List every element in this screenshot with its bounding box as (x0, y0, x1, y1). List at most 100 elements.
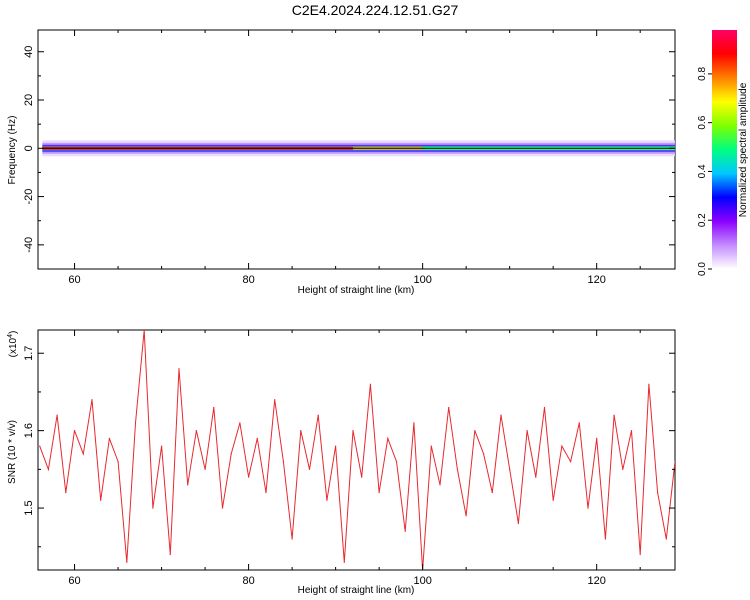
y-tick-label: -20 (23, 189, 35, 205)
snr-point (274, 399, 276, 401)
snr-scale-label: (x104) (7, 331, 19, 358)
snr-point (256, 437, 258, 439)
snr-point (482, 453, 485, 455)
snr-point (308, 468, 311, 470)
snr-xlabel: Height of straight line (km) (298, 585, 415, 596)
snr-point (456, 468, 459, 470)
x-tick-label: 60 (68, 575, 80, 587)
snr-point (143, 330, 145, 331)
snr-point (187, 484, 189, 486)
snr-point (578, 422, 580, 424)
snr-scale-exp: 4 (7, 334, 14, 338)
x-tick-label: 60 (68, 274, 80, 286)
snr-point (134, 422, 137, 424)
y-tick-label: 1.7 (23, 346, 35, 361)
y-tick-label: 1.5 (23, 500, 35, 515)
colorbar-tick-label: 0.6 (697, 115, 708, 129)
y-tick-label: 0 (23, 145, 35, 151)
snr-point (552, 499, 554, 501)
chart-title: C2E4.2024.224.12.51.G27 (291, 2, 459, 18)
snr-point (448, 406, 450, 409)
colorbar-tick-label: 0.8 (697, 67, 708, 81)
snr-point (100, 499, 102, 501)
snr-point (152, 507, 154, 509)
snr-point (282, 461, 285, 463)
snr-scale-close: ) (8, 331, 19, 334)
y-tick-label: 1.6 (23, 423, 35, 438)
colorbar-ticks: 0.0 0.2 0.4 0.6 0.8 (697, 67, 712, 276)
snr-point (517, 522, 519, 525)
snr-point (108, 437, 110, 439)
colorbar-tick-label: 0.2 (697, 213, 708, 227)
snr-point (526, 430, 528, 432)
snr-point (430, 445, 432, 447)
snr-point (630, 430, 633, 432)
snr-point (639, 553, 641, 556)
snr-series-line (39, 330, 675, 570)
spectrogram-ylabel: Frequency (Hz) (7, 116, 18, 185)
snr-point (160, 445, 163, 447)
snr-point (221, 507, 224, 509)
snr-panel: 60 80 100 120 1.5 1.6 1.7 Height of straight l… (7, 329, 676, 596)
snr-point (613, 414, 615, 416)
snr-point (387, 437, 389, 439)
colorbar-label: Normalized spectral amplitude (738, 82, 749, 217)
y-tick-label: -40 (23, 237, 35, 253)
x-tick-label: 120 (588, 274, 606, 286)
snr-point (343, 561, 345, 563)
snr-point (239, 422, 241, 424)
svg-text:(x104): (x104) (7, 331, 19, 358)
colorbar-tick-label: 0.0 (697, 262, 708, 276)
spectrogram-band (42, 140, 675, 157)
snr-point (543, 406, 546, 409)
snr-point (300, 430, 302, 432)
snr-point (65, 491, 67, 494)
x-tick-label: 80 (242, 274, 254, 286)
snr-point (648, 383, 650, 385)
snr-axes: 60 80 100 120 1.5 1.6 1.7 (23, 330, 675, 587)
snr-point (404, 530, 406, 532)
snr-point (56, 414, 58, 416)
snr-point (474, 430, 476, 432)
snr-point (213, 406, 215, 409)
x-tick-label: 120 (588, 575, 606, 587)
snr-point (491, 491, 493, 494)
snr-point (352, 430, 354, 432)
snr-point (317, 414, 319, 416)
snr-point (604, 538, 606, 540)
snr-point (665, 538, 667, 540)
snr-point (569, 461, 572, 463)
snr-point (622, 468, 624, 470)
snr-scale-base: (x10 (8, 337, 19, 357)
colorbar-gradient (712, 30, 737, 269)
snr-point (378, 491, 380, 494)
spectrogram-axes: 60 80 100 120 -40 -20 0 20 40 (23, 30, 675, 286)
spectrogram-xlabel: Height of straight line (km) (298, 285, 415, 296)
snr-point (395, 461, 398, 463)
snr-point (126, 561, 128, 563)
snr-point (117, 461, 119, 463)
snr-point (178, 368, 180, 370)
x-tick-label: 80 (242, 575, 254, 587)
snr-point (439, 484, 441, 486)
colorbar: 0.0 0.2 0.4 0.6 0.8 Normalized spectral ampl… (697, 30, 749, 276)
snr-line-layer (39, 330, 675, 570)
snr-point (73, 430, 76, 432)
x-tick-label: 100 (413, 274, 431, 286)
y-tick-label: 20 (23, 94, 35, 106)
snr-point (169, 553, 171, 556)
x-tick-label: 100 (413, 575, 431, 587)
snr-point (39, 445, 41, 447)
snr-point (561, 445, 563, 447)
snr-point (587, 507, 589, 509)
snr-point (82, 453, 84, 455)
y-tick-label: 40 (23, 46, 35, 58)
snr-point (204, 468, 206, 470)
snr-point (195, 430, 197, 432)
snr-point (291, 538, 293, 540)
snr-ylabel: SNR (10 * v/v) (7, 420, 18, 484)
snr-point (596, 437, 598, 439)
snr-point (500, 414, 502, 416)
snr-point (230, 453, 232, 455)
